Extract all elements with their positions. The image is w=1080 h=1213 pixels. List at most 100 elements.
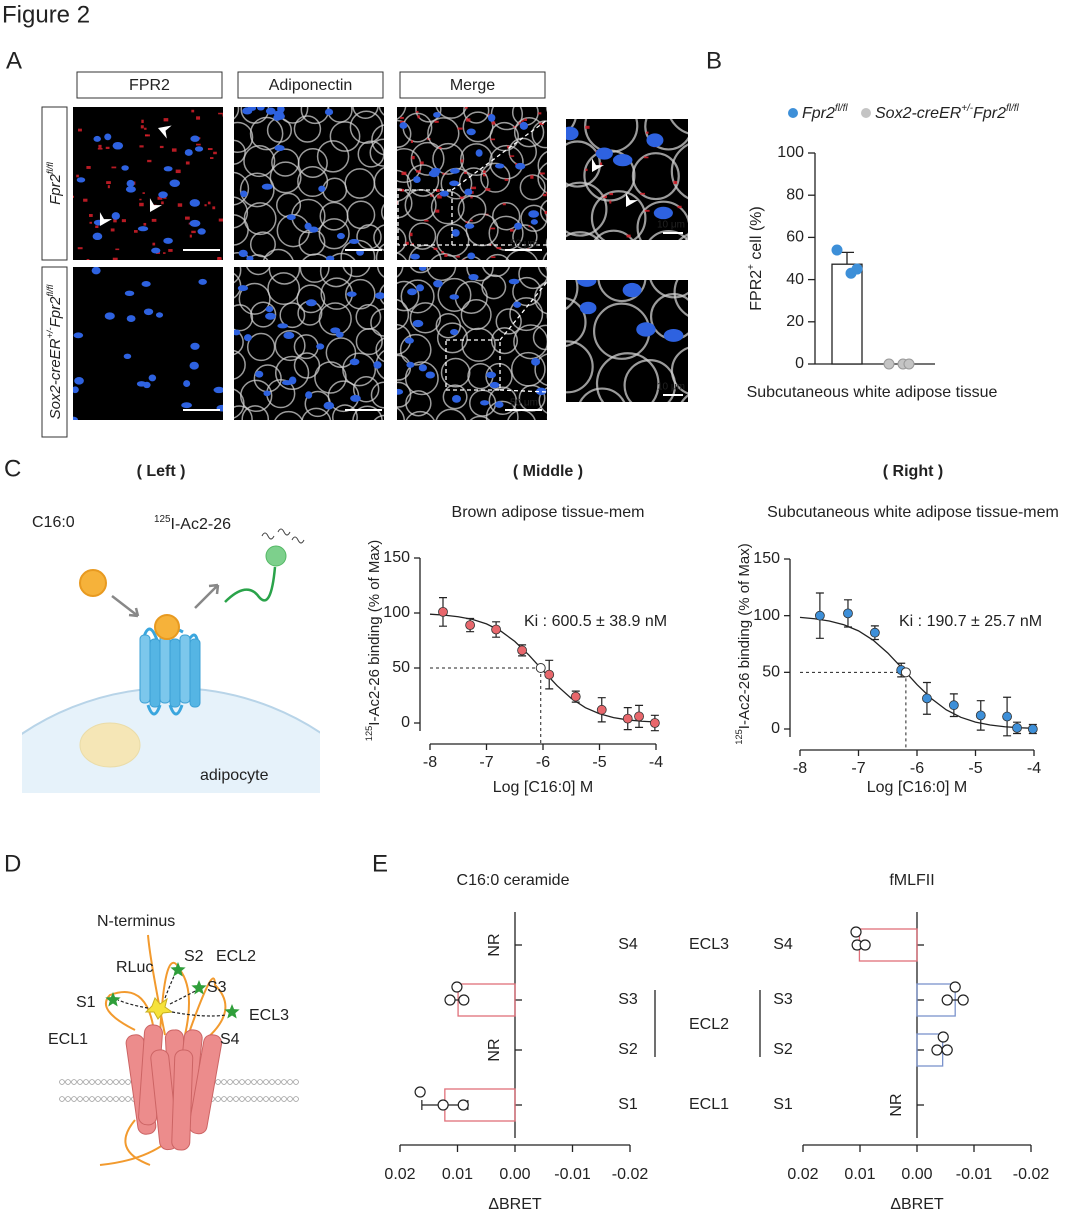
membrane: [457, 195, 487, 224]
ic50-guide: [800, 671, 907, 750]
fpr2-signal: [89, 214, 93, 217]
fpr2-signal: [163, 252, 166, 254]
fpr2-signal: [528, 225, 531, 228]
nucleus: [415, 284, 425, 292]
category-label: S1: [773, 1096, 793, 1113]
membrane: [246, 254, 269, 260]
x-tick-label: 0.02: [384, 1166, 415, 1183]
nucleus: [163, 237, 173, 244]
nucleus: [495, 163, 505, 169]
membrane: [513, 117, 545, 148]
nucleus: [126, 315, 136, 322]
lipid-head: [95, 1079, 101, 1085]
nucleus: [189, 219, 201, 227]
arrowhead: [591, 158, 605, 172]
row-label-box: [41, 106, 68, 261]
site-star: [224, 1004, 240, 1019]
membrane: [274, 410, 304, 420]
x-tick-label: -0.01: [956, 1166, 993, 1183]
fpr2-signal: [121, 219, 126, 223]
site-star: [191, 980, 207, 995]
nucleus: [464, 223, 475, 229]
fpr2-signal: [217, 257, 222, 260]
nucleus: [508, 278, 520, 285]
nucleus: [213, 386, 223, 394]
text-run: 125: [734, 729, 744, 745]
fpr2-signal: [491, 121, 496, 125]
category-label: S3: [618, 991, 638, 1008]
nucleus: [489, 381, 500, 389]
fpr2-signal: [139, 202, 144, 207]
fpr2-signal: [95, 225, 99, 228]
x-tick-label: -5: [968, 760, 982, 777]
nucleus: [579, 301, 597, 315]
nucleus: [514, 222, 523, 230]
fpr2-signal: [645, 131, 649, 134]
membrane: [537, 162, 547, 194]
data-point: [570, 691, 581, 702]
membrane: [415, 107, 442, 123]
nucleus: [263, 390, 271, 397]
nucleus: [256, 107, 265, 111]
membrane: [371, 124, 384, 156]
lipid-head: [89, 1079, 95, 1085]
membrane: [463, 107, 490, 124]
membrane: [246, 267, 271, 276]
membrane: [370, 381, 384, 409]
fpr2-signal: [626, 234, 631, 238]
membrane: [249, 116, 284, 151]
fpr2-signal: [677, 205, 682, 209]
site-star: [170, 962, 186, 977]
nucleus: [318, 185, 326, 192]
nucleus: [316, 343, 325, 350]
nucleus: [137, 226, 149, 232]
membrane: [234, 251, 252, 260]
x-tick-label: -4: [1027, 760, 1041, 777]
membrane: [492, 202, 521, 231]
micrograph-bg: [566, 119, 688, 240]
membrane: [375, 243, 384, 260]
membrane: [397, 298, 410, 331]
membrane: [373, 166, 384, 198]
nucleus: [468, 273, 479, 281]
data-point: [491, 624, 502, 635]
lipid-head: [113, 1096, 119, 1102]
fpr2-signal: [113, 218, 117, 223]
lipid-head: [119, 1079, 125, 1085]
nucleus: [136, 381, 147, 387]
y-tick-label: 20: [786, 313, 804, 330]
fpr2-signal: [640, 192, 646, 195]
membrane: [485, 400, 519, 420]
fpr2-signal: [218, 218, 223, 222]
nucleus: [277, 107, 285, 113]
nucleus: [158, 191, 168, 199]
receptor-helix: [169, 638, 181, 708]
chart-title: C16:0 ceramide: [457, 872, 570, 889]
panel-label: D: [4, 850, 21, 877]
fpr2-signal: [673, 180, 678, 185]
lipid-droplet: [79, 722, 141, 768]
text-run: I-Ac2-26 binding (% of Max): [736, 543, 753, 729]
membrane: [489, 121, 519, 152]
x-tick-label: -8: [793, 760, 807, 777]
fpr2-signal: [163, 197, 167, 199]
annotation: Ki : 600.5 ± 38.9 nM: [524, 613, 667, 630]
lipid-head: [293, 1079, 299, 1085]
column-header: Merge: [450, 77, 495, 94]
lipid-head: [221, 1096, 227, 1102]
fpr2-signal: [438, 146, 442, 149]
fpr2-signal: [470, 195, 473, 199]
nucleus: [91, 267, 101, 275]
data-point: [1002, 711, 1012, 722]
membrane: [238, 282, 271, 315]
nucleus: [181, 402, 192, 409]
membrane: [636, 200, 688, 240]
fpr2-signal: [218, 112, 223, 115]
fpr2-signal: [470, 219, 473, 222]
nucleus: [261, 183, 273, 190]
x-tick-label: -6: [910, 760, 924, 777]
x-tick-label: -7: [851, 760, 865, 777]
lipid-head: [71, 1079, 77, 1085]
nucleus: [646, 133, 664, 148]
nucleus: [412, 319, 424, 328]
